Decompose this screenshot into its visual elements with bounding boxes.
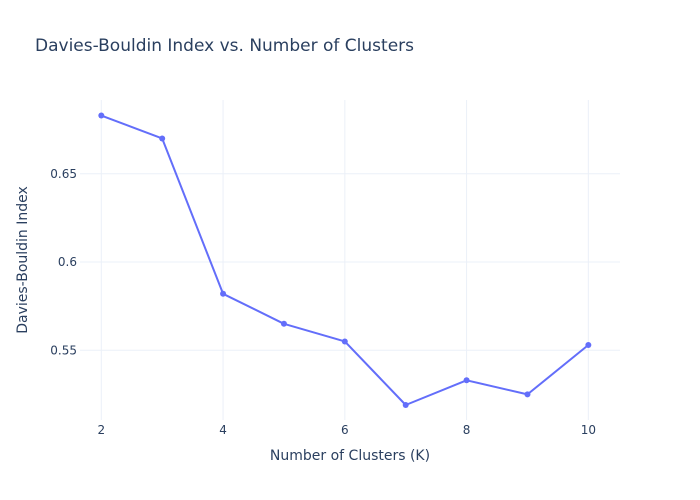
x-tick-label: 2 [97,423,105,437]
data-point[interactable] [585,341,592,348]
y-tick-label: 0.65 [50,167,77,181]
y-tick-labels: 0.55 0.6 0.65 [50,167,77,358]
x-axis-title: Number of Clusters (K) [270,448,430,464]
data-point[interactable] [402,401,409,408]
y-gridlines [80,173,620,351]
y-tick-label: 0.55 [50,343,77,357]
data-point[interactable] [280,320,287,327]
x-tick-label: 6 [341,423,349,437]
y-tick-label: 0.6 [58,255,77,269]
series-layer [98,112,592,408]
data-point[interactable] [341,338,348,345]
x-tick-label: 10 [581,423,596,437]
x-gridlines [100,100,589,420]
x-tick-label: 4 [219,423,227,437]
x-tick-labels: 2 4 6 8 10 [97,423,595,437]
data-point[interactable] [463,377,470,384]
chart-title: Davies-Bouldin Index vs. Number of Clust… [35,36,414,56]
x-tick-label: 8 [463,423,471,437]
data-point[interactable] [220,290,227,297]
data-point[interactable] [159,135,166,142]
y-axis-title: Davies-Bouldin Index [15,186,31,334]
data-point[interactable] [98,112,105,119]
data-point[interactable] [524,391,531,398]
